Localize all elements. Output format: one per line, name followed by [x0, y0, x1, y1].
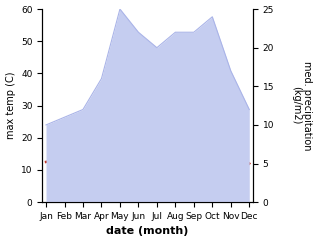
Y-axis label: max temp (C): max temp (C): [5, 72, 16, 139]
Y-axis label: med. precipitation
(kg/m2): med. precipitation (kg/m2): [291, 61, 313, 150]
X-axis label: date (month): date (month): [107, 227, 189, 236]
